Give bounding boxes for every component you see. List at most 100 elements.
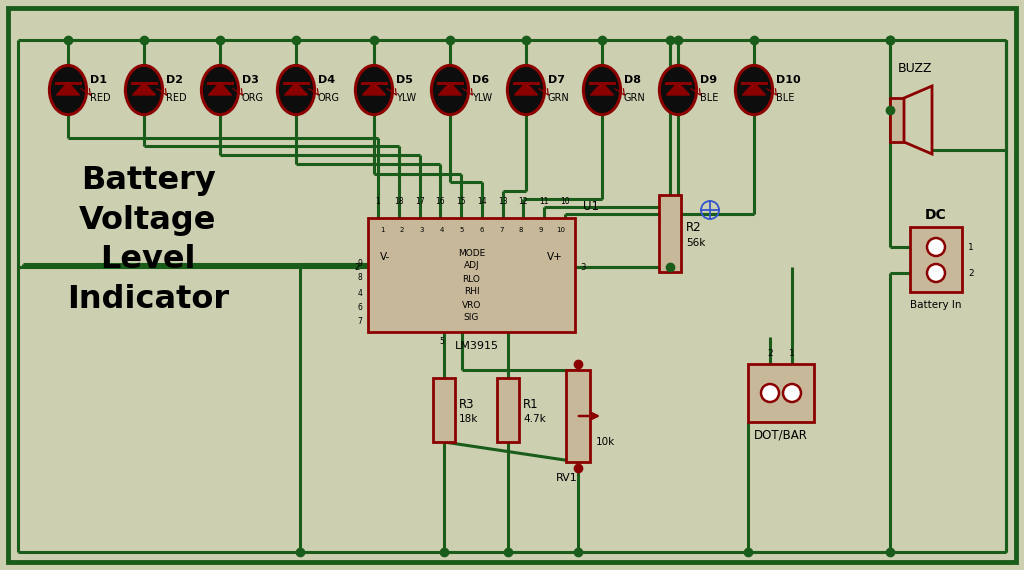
Text: 3: 3 (580, 263, 586, 271)
Text: 2: 2 (354, 263, 360, 271)
Text: 9: 9 (357, 259, 362, 268)
Polygon shape (362, 83, 385, 95)
Text: 13: 13 (498, 197, 508, 206)
Text: 1: 1 (380, 227, 384, 233)
Text: VRO: VRO (462, 300, 481, 310)
Ellipse shape (278, 66, 314, 115)
Text: RV1: RV1 (556, 473, 578, 483)
Text: 8: 8 (357, 272, 362, 282)
Text: 7: 7 (357, 317, 362, 327)
Polygon shape (591, 83, 613, 95)
Text: D9: D9 (700, 75, 717, 85)
Text: BUZZ: BUZZ (898, 62, 932, 75)
Bar (748, 364, 814, 422)
Text: LM3915: LM3915 (455, 341, 499, 351)
Bar (659, 195, 681, 272)
Text: 16: 16 (435, 197, 445, 206)
Text: MODE: MODE (458, 249, 485, 258)
Text: 3: 3 (420, 227, 424, 233)
Text: 14: 14 (477, 197, 486, 206)
Text: 1: 1 (790, 348, 795, 357)
Text: YLW: YLW (396, 93, 416, 103)
Text: YLW: YLW (472, 93, 493, 103)
Text: 56k: 56k (686, 238, 706, 247)
Text: 4: 4 (357, 290, 362, 299)
Text: SIG: SIG (464, 314, 479, 323)
Text: V+: V+ (547, 252, 563, 262)
Text: Battery
Voltage
Level
Indicator: Battery Voltage Level Indicator (67, 165, 229, 315)
Text: BLE: BLE (700, 93, 719, 103)
Text: 5: 5 (460, 227, 464, 233)
Circle shape (783, 384, 801, 402)
Text: 10: 10 (560, 197, 569, 206)
Text: D2: D2 (166, 75, 183, 85)
Text: 11: 11 (540, 197, 549, 206)
Text: D5: D5 (396, 75, 413, 85)
Polygon shape (285, 83, 307, 95)
Text: RED: RED (166, 93, 186, 103)
Text: 6: 6 (479, 227, 483, 233)
Circle shape (927, 264, 945, 282)
Text: BLE: BLE (776, 93, 795, 103)
Text: 15: 15 (457, 197, 466, 206)
Text: 10k: 10k (596, 437, 615, 447)
Text: D1: D1 (90, 75, 106, 85)
Text: 4.7k: 4.7k (523, 414, 546, 424)
Text: D3: D3 (242, 75, 259, 85)
Text: 9: 9 (539, 227, 544, 233)
Text: RHI: RHI (464, 287, 479, 296)
Text: R2: R2 (686, 221, 701, 234)
Text: DC: DC (925, 208, 947, 222)
Text: 18: 18 (394, 197, 403, 206)
Text: 2: 2 (399, 227, 404, 233)
Polygon shape (667, 83, 689, 95)
Ellipse shape (659, 66, 696, 115)
Text: D4: D4 (318, 75, 335, 85)
Text: 4: 4 (439, 227, 443, 233)
Ellipse shape (584, 66, 621, 115)
Text: GRN: GRN (624, 93, 646, 103)
Text: Battery In: Battery In (910, 300, 962, 310)
Circle shape (927, 238, 945, 256)
Text: R1: R1 (523, 397, 539, 410)
Text: R3: R3 (459, 397, 474, 410)
Polygon shape (209, 83, 231, 95)
Ellipse shape (125, 66, 163, 115)
Text: 2: 2 (767, 348, 773, 357)
Circle shape (761, 384, 779, 402)
Text: 17: 17 (415, 197, 424, 206)
Text: 10: 10 (556, 227, 565, 233)
Ellipse shape (508, 66, 545, 115)
Polygon shape (132, 83, 156, 95)
Text: D10: D10 (776, 75, 801, 85)
Bar (368, 218, 575, 332)
Text: 12: 12 (519, 197, 528, 206)
Text: 1: 1 (968, 242, 974, 251)
Text: GRN: GRN (548, 93, 569, 103)
Text: ADJ: ADJ (464, 262, 479, 271)
Polygon shape (514, 83, 538, 95)
Polygon shape (742, 83, 766, 95)
Text: 5: 5 (439, 337, 444, 347)
Text: D6: D6 (472, 75, 489, 85)
Polygon shape (904, 86, 932, 154)
Text: ORG: ORG (242, 93, 264, 103)
Bar (433, 378, 455, 442)
Polygon shape (56, 83, 80, 95)
Text: 6: 6 (357, 303, 362, 311)
Bar (497, 378, 519, 442)
Bar (890, 98, 904, 142)
Text: D7: D7 (548, 75, 565, 85)
Text: 7: 7 (499, 227, 504, 233)
Polygon shape (438, 83, 462, 95)
Text: 8: 8 (519, 227, 523, 233)
Text: RED: RED (90, 93, 111, 103)
Ellipse shape (431, 66, 469, 115)
Text: 2: 2 (968, 268, 974, 278)
Text: U1: U1 (583, 200, 599, 213)
Text: 1: 1 (376, 197, 380, 206)
Bar (566, 370, 590, 462)
Ellipse shape (355, 66, 392, 115)
Bar (910, 227, 962, 292)
Text: V-: V- (380, 252, 390, 262)
